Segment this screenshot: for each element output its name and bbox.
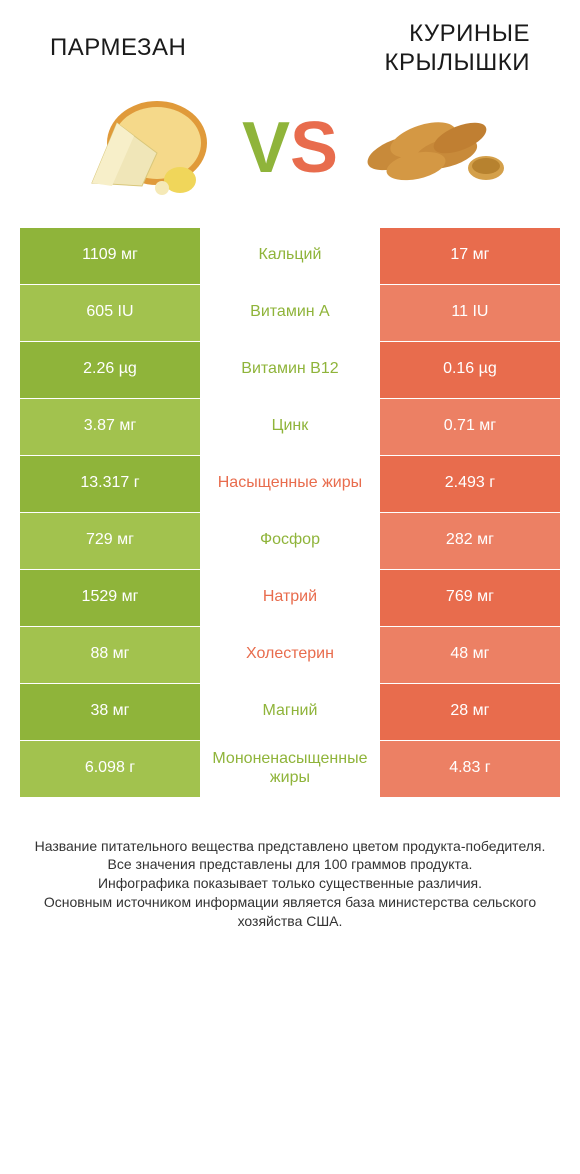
cell-right: 17 мг: [380, 228, 560, 284]
cell-nutrient: Витамин A: [200, 285, 380, 341]
cell-left: 38 мг: [20, 684, 200, 740]
title-right: КУРИНЫЕ КРЫЛЫШКИ: [338, 20, 530, 78]
cell-left: 1529 мг: [20, 570, 200, 626]
footer-line: Все значения представлены для 100 граммо…: [30, 855, 550, 874]
table-row: 1529 мгНатрий769 мг: [20, 570, 560, 626]
cell-right: 0.16 µg: [380, 342, 560, 398]
cell-left: 88 мг: [20, 627, 200, 683]
table-row: 13.317 гНасыщенные жиры2.493 г: [20, 456, 560, 512]
footer-line: Название питательного вещества представл…: [30, 837, 550, 856]
cell-right: 28 мг: [380, 684, 560, 740]
cell-left: 13.317 г: [20, 456, 200, 512]
food-icon-left: [62, 98, 222, 198]
header: ПАРМЕЗАН КУРИНЫЕ КРЫЛЫШКИ: [20, 20, 560, 78]
table-row: 6.098 гМононенасыщенные жиры4.83 г: [20, 741, 560, 797]
vs-v: V: [242, 108, 290, 188]
footer-line: Инфографика показывает только существенн…: [30, 874, 550, 893]
cell-right: 11 IU: [380, 285, 560, 341]
footer-line: Основным источником информации является …: [30, 893, 550, 931]
infographic-container: ПАРМЕЗАН КУРИНЫЕ КРЫЛЫШКИ VS: [0, 0, 580, 951]
table-row: 729 мгФосфор282 мг: [20, 513, 560, 569]
footer: Название питательного вещества представл…: [20, 837, 560, 931]
cell-nutrient: Натрий: [200, 570, 380, 626]
cell-left: 3.87 мг: [20, 399, 200, 455]
table-row: 2.26 µgВитамин B120.16 µg: [20, 342, 560, 398]
vs-s: S: [290, 108, 338, 188]
cell-nutrient: Кальций: [200, 228, 380, 284]
vs-row: VS: [20, 98, 560, 198]
cell-nutrient: Магний: [200, 684, 380, 740]
cell-right: 282 мг: [380, 513, 560, 569]
cell-nutrient: Цинк: [200, 399, 380, 455]
table-row: 88 мгХолестерин48 мг: [20, 627, 560, 683]
cell-right: 48 мг: [380, 627, 560, 683]
cell-right: 0.71 мг: [380, 399, 560, 455]
cell-left: 605 IU: [20, 285, 200, 341]
table-row: 1109 мгКальций17 мг: [20, 228, 560, 284]
cell-left: 6.098 г: [20, 741, 200, 797]
title-left: ПАРМЕЗАН: [50, 34, 242, 63]
food-icon-right: [358, 98, 518, 198]
cell-left: 1109 мг: [20, 228, 200, 284]
cell-nutrient: Фосфор: [200, 513, 380, 569]
cell-right: 2.493 г: [380, 456, 560, 512]
cell-nutrient: Насыщенные жиры: [200, 456, 380, 512]
table-row: 605 IUВитамин A11 IU: [20, 285, 560, 341]
cell-left: 729 мг: [20, 513, 200, 569]
table-row: 38 мгМагний28 мг: [20, 684, 560, 740]
cell-right: 769 мг: [380, 570, 560, 626]
table-row: 3.87 мгЦинк0.71 мг: [20, 399, 560, 455]
cell-right: 4.83 г: [380, 741, 560, 797]
cell-left: 2.26 µg: [20, 342, 200, 398]
cell-nutrient: Мононенасыщенные жиры: [200, 741, 380, 797]
comparison-table: 1109 мгКальций17 мг605 IUВитамин A11 IU2…: [20, 228, 560, 797]
vs-text: VS: [242, 112, 338, 184]
cell-nutrient: Холестерин: [200, 627, 380, 683]
cell-nutrient: Витамин B12: [200, 342, 380, 398]
